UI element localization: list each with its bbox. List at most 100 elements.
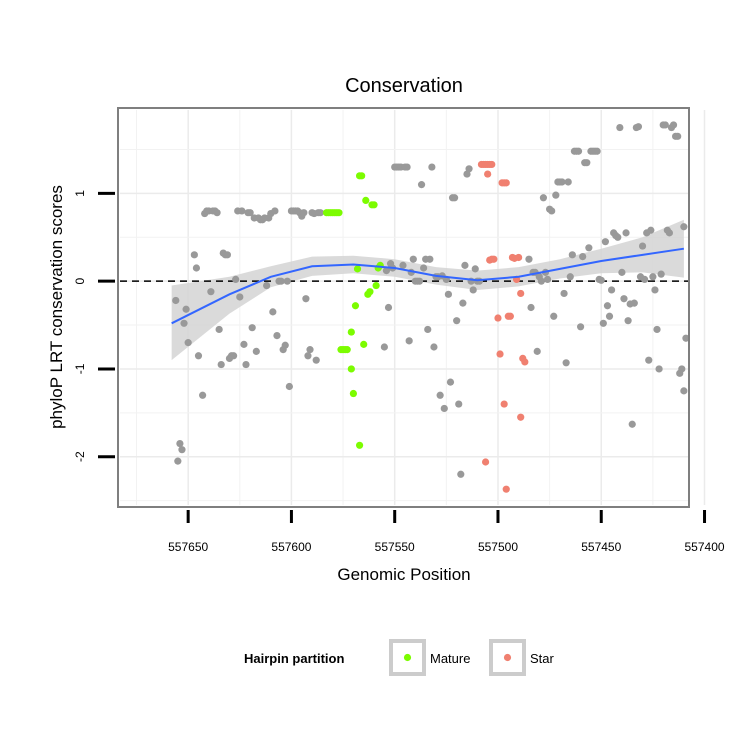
y-tick-label: 0 [73, 278, 87, 285]
other-point [628, 420, 636, 428]
legend-label-star: Star [530, 651, 555, 666]
other-point [647, 226, 655, 234]
other-point [240, 340, 248, 348]
star-point [502, 179, 510, 187]
y-tick-label: 1 [73, 190, 87, 197]
other-point [199, 391, 207, 399]
other-point [444, 290, 453, 298]
mature-point [353, 265, 362, 273]
other-point [680, 387, 688, 395]
other-point [601, 238, 609, 246]
other-point [471, 265, 479, 273]
other-point [657, 270, 665, 278]
other-point [417, 181, 426, 189]
other-point [537, 277, 545, 285]
other-point [384, 303, 393, 312]
other-point [415, 277, 424, 285]
trend-line-path [171, 247, 685, 325]
other-point [451, 194, 459, 202]
chart-title: Conservation [345, 75, 463, 97]
other-point [630, 299, 638, 307]
x-tick-label: 557500 [478, 540, 518, 554]
other-point [238, 207, 246, 215]
other-point [316, 209, 324, 217]
other-point [624, 317, 632, 325]
other-point [527, 303, 535, 312]
other-point [455, 400, 463, 408]
other-point [428, 163, 436, 171]
other-point [525, 255, 533, 263]
other-point [548, 207, 556, 215]
other-point [178, 446, 186, 454]
other-point [465, 165, 473, 173]
other-point [597, 276, 605, 284]
other-point [426, 255, 434, 263]
other-point [172, 296, 180, 305]
other-point [665, 229, 674, 237]
other-point [405, 337, 413, 345]
legend-key-mature [403, 653, 412, 662]
other-point [614, 233, 622, 241]
mature-point [358, 172, 366, 180]
other-point [440, 404, 448, 413]
other-point [560, 289, 568, 298]
other-point [182, 305, 190, 313]
other-point [190, 251, 198, 259]
plot-panel-border [117, 107, 690, 508]
mature-point [347, 328, 355, 336]
other-point [655, 365, 663, 373]
mature-point [335, 209, 343, 217]
mature-point [347, 365, 355, 373]
legend-key-star [503, 653, 512, 662]
other-point [579, 252, 587, 261]
legend-title: Hairpin partition [244, 651, 344, 666]
x-axis-title: Genomic Position [337, 565, 470, 584]
other-point [436, 391, 444, 399]
other-point [576, 323, 585, 331]
other-point [230, 352, 238, 360]
other-point [176, 439, 184, 448]
x-tick-label: 557600 [271, 540, 311, 554]
other-point [281, 341, 289, 349]
other-point [599, 319, 607, 327]
x-tick-label: 557450 [581, 540, 621, 554]
other-point [180, 319, 188, 327]
other-point [562, 359, 570, 367]
other-point [446, 378, 455, 386]
other-point [457, 470, 465, 478]
star-point [502, 485, 510, 493]
x-axis: 557650 557600 557550 557500 557450 557400 [168, 510, 725, 554]
other-point [302, 295, 310, 303]
other-point [300, 209, 308, 217]
other-point [213, 209, 221, 217]
other-point [603, 302, 612, 310]
other-point [564, 178, 572, 186]
other-point [620, 295, 628, 303]
other-point [669, 121, 678, 129]
other-point [263, 281, 271, 290]
other-point [461, 261, 469, 269]
star-point [481, 458, 490, 466]
other-point [232, 275, 240, 284]
star-point [488, 160, 496, 169]
star-point [484, 170, 492, 178]
other-point [409, 255, 417, 263]
other-point [607, 286, 616, 294]
star-point [496, 350, 504, 358]
other-point [641, 275, 649, 284]
other-point [651, 286, 659, 294]
other-point [469, 286, 477, 294]
other-point [674, 132, 682, 140]
other-point [277, 277, 285, 285]
mature-point [370, 201, 378, 209]
other-point [543, 275, 552, 284]
other-point [194, 352, 203, 360]
other-point [424, 325, 432, 334]
star-point [517, 289, 525, 298]
star-point [490, 255, 498, 263]
star-point [517, 413, 525, 421]
other-point [568, 251, 576, 259]
mature-point [360, 340, 368, 348]
other-point [585, 244, 593, 252]
